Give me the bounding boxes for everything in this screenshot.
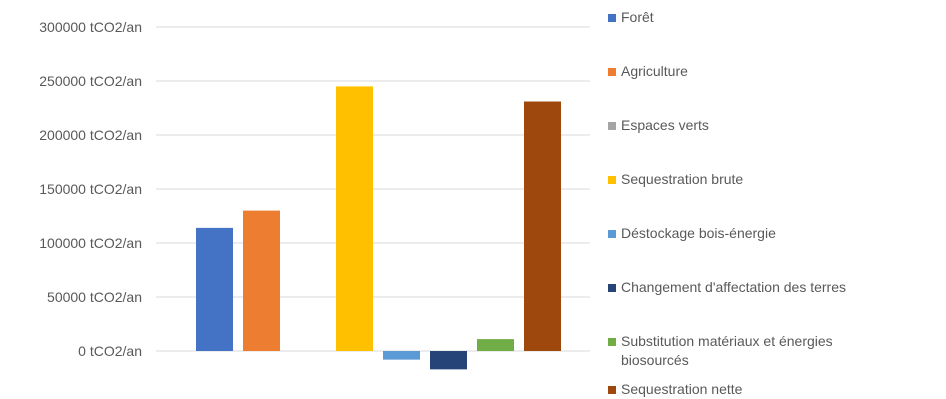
legend-swatch <box>608 68 616 76</box>
y-axis-ticks: 0 tCO2/an 50000 tCO2/an 100000 tCO2/an 1500… <box>39 19 142 359</box>
legend-item: Sequestration nette <box>608 380 901 399</box>
legend-label: Déstockage bois-énergie <box>621 225 776 241</box>
legend-item: Changement d'affectation des terres <box>608 278 901 297</box>
legend-swatch <box>608 176 616 184</box>
y-tick-label: 50000 tCO2/an <box>47 289 142 305</box>
legend-swatch <box>608 14 616 22</box>
legend-swatch <box>608 230 616 238</box>
legend-item: Sequestration brute <box>608 170 901 189</box>
y-tick-label: 250000 tCO2/an <box>39 73 142 89</box>
legend-swatch <box>608 122 616 130</box>
bar-changement-d-affectation-des-terres <box>430 351 467 370</box>
bar-agriculture <box>243 210 280 351</box>
bars <box>196 86 561 370</box>
y-tick-label: 100000 tCO2/an <box>39 235 142 251</box>
legend-swatch <box>608 338 616 346</box>
bar-d-stockage-bois-nergie <box>383 351 420 360</box>
bar-sequestration-brute <box>336 86 373 352</box>
legend: Forêt Agriculture Espaces verts Sequestrati… <box>608 0 943 399</box>
bar-sequestration-nette <box>524 101 561 352</box>
y-tick-label: 150000 tCO2/an <box>39 181 142 197</box>
bar-for-t <box>196 227 233 351</box>
legend-label: Substitution matériaux et énergies bioso… <box>621 333 833 368</box>
legend-label: Changement d'affectation des terres <box>621 279 846 295</box>
legend-item: Espaces verts <box>608 116 901 135</box>
legend-label: Agriculture <box>621 63 688 79</box>
legend-swatch <box>608 386 616 394</box>
y-tick-label: 300000 tCO2/an <box>39 19 142 35</box>
legend-label: Sequestration nette <box>621 381 743 397</box>
legend-item: Agriculture <box>608 62 901 81</box>
legend-item: Substitution matériaux et énergies bioso… <box>608 332 901 370</box>
legend-label: Forêt <box>621 9 654 25</box>
legend-label: Sequestration brute <box>621 171 744 187</box>
bar-chart: 0 tCO2/an 50000 tCO2/an 100000 tCO2/an 1500… <box>39 19 590 370</box>
legend-swatch <box>608 284 616 292</box>
y-tick-label: 200000 tCO2/an <box>39 127 142 143</box>
legend-label: Espaces verts <box>621 117 709 133</box>
legend-item: Forêt <box>608 8 901 27</box>
legend-item: Déstockage bois-énergie <box>608 224 901 243</box>
bar-substitution-mat-riaux-et-nergies-biosourc-s <box>477 339 514 351</box>
y-tick-label: 0 tCO2/an <box>78 343 142 359</box>
